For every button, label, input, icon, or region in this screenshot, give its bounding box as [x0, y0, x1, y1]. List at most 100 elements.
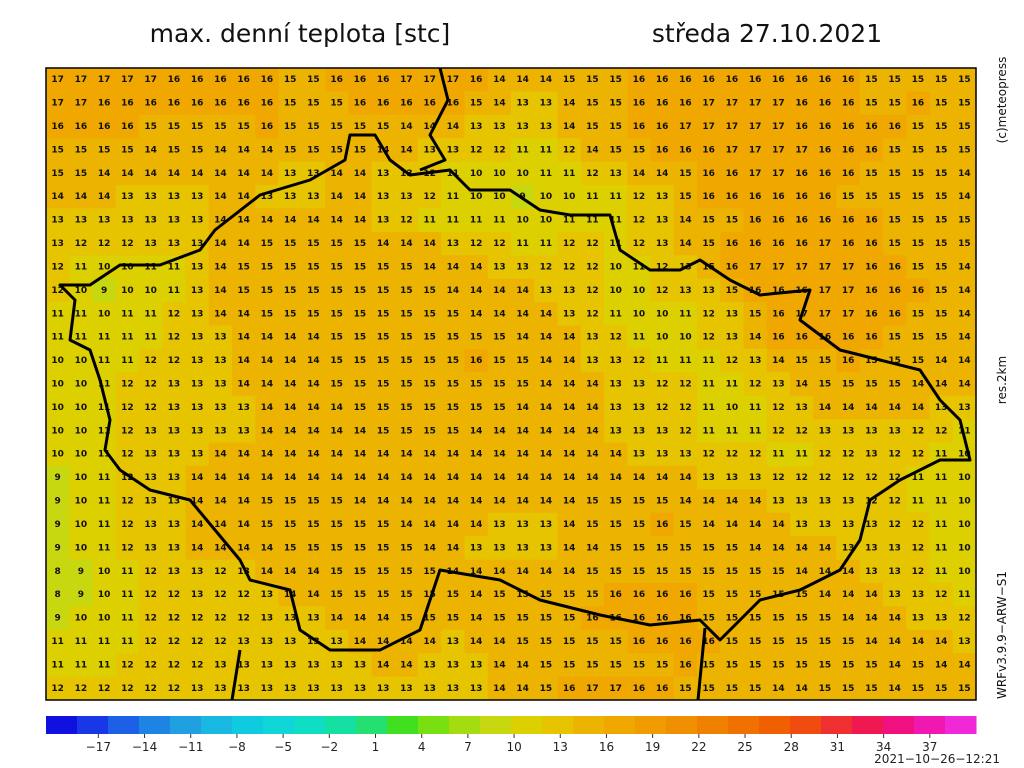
- cell-value: 12: [772, 403, 785, 413]
- cell-value: 15: [586, 660, 599, 670]
- cell-value: 13: [516, 122, 529, 132]
- cell-value: 11: [98, 497, 111, 507]
- cell: [557, 582, 582, 607]
- cell: [952, 325, 977, 350]
- cell-value: 12: [51, 286, 64, 296]
- cell: [790, 114, 814, 139]
- cell: [720, 348, 744, 373]
- cell-value: 14: [540, 567, 553, 577]
- cell: [580, 68, 605, 92]
- cell-value: 15: [330, 239, 343, 249]
- colorbar: −17 −14 −11 −8 −5 −2 1 4 7 10 13 16 19 22 25 28 31 34 37: [46, 716, 977, 754]
- cell-value: 15: [377, 403, 390, 413]
- cell: [883, 559, 907, 584]
- cell: [69, 512, 93, 537]
- cell-value: 15: [633, 660, 646, 670]
- cell: [464, 138, 489, 163]
- cell-value: 14: [447, 543, 460, 553]
- cell: [92, 536, 117, 561]
- cell: [836, 138, 861, 163]
- cell-value: 14: [261, 145, 274, 155]
- cell: [952, 606, 977, 631]
- cell: [325, 442, 349, 467]
- cell-value: 15: [749, 660, 762, 670]
- cell: [325, 372, 349, 397]
- cell: [627, 372, 651, 397]
- cell: [697, 559, 721, 584]
- cell-value: 15: [330, 145, 343, 155]
- country-border: [58, 133, 972, 652]
- cell-value: 12: [168, 333, 181, 343]
- cell-value: 14: [795, 684, 808, 694]
- cell: [883, 676, 907, 701]
- cell-value: 13: [144, 543, 157, 553]
- cell: [906, 489, 930, 514]
- cell-value: 11: [935, 450, 948, 460]
- cell-value: 12: [726, 450, 739, 460]
- cell-value: 15: [586, 122, 599, 132]
- cell: [813, 606, 837, 631]
- cell: [627, 302, 651, 326]
- cell-value: 15: [540, 614, 553, 624]
- cell: [255, 91, 279, 116]
- colorbar-tick-label: 22: [691, 740, 706, 754]
- cell-value: 13: [191, 590, 204, 600]
- cell: [185, 161, 210, 186]
- cell: [348, 231, 372, 256]
- cell: [836, 372, 861, 397]
- cell-value: 15: [447, 426, 460, 436]
- cell: [906, 442, 930, 467]
- cell-value: 15: [354, 239, 367, 249]
- cell-value: 11: [726, 380, 739, 390]
- cell-value: 12: [214, 590, 227, 600]
- cell: [743, 489, 768, 514]
- cell-value: 13: [307, 637, 320, 647]
- cell: [673, 114, 698, 139]
- cell: [185, 395, 210, 420]
- cell-value: 15: [423, 380, 436, 390]
- cell: [929, 676, 954, 701]
- cell-value: 13: [842, 543, 855, 553]
- cell-value: 14: [98, 169, 111, 179]
- cell: [952, 676, 977, 701]
- cell-value: 14: [842, 567, 855, 577]
- cell: [813, 629, 837, 654]
- cell-value: 12: [400, 216, 413, 226]
- cell: [580, 302, 605, 326]
- cell: [813, 395, 837, 420]
- cell-value: 17: [726, 145, 739, 155]
- cell-value: 11: [912, 473, 925, 483]
- cell-value: 14: [958, 169, 971, 179]
- cell-value: 14: [772, 356, 785, 366]
- cell: [162, 419, 186, 444]
- cell-value: 15: [377, 356, 390, 366]
- cell: [46, 653, 70, 678]
- cell: [208, 114, 233, 139]
- cell-value: 13: [633, 403, 646, 413]
- cell-value: 15: [749, 309, 762, 319]
- cell: [394, 559, 419, 584]
- cell-value: 13: [51, 216, 64, 226]
- cell: [952, 208, 977, 233]
- cell: [511, 559, 535, 584]
- cell: [627, 465, 651, 490]
- cell: [139, 629, 163, 654]
- cell-value: 15: [330, 286, 343, 296]
- colorbar-segment: [604, 716, 636, 734]
- cell: [929, 465, 954, 490]
- cell: [69, 629, 93, 654]
- cell-value: 15: [330, 520, 343, 530]
- cell: [139, 325, 163, 350]
- cell-value: 12: [144, 660, 157, 670]
- cell: [883, 348, 907, 373]
- colorbar-tick-label: 10: [506, 740, 521, 754]
- cell-value: 12: [144, 567, 157, 577]
- cell-value: 16: [888, 262, 901, 272]
- cell-value: 13: [423, 145, 436, 155]
- cell-value: 14: [865, 403, 878, 413]
- cell: [627, 419, 651, 444]
- cell-value: 11: [958, 426, 971, 436]
- cell-value: 13: [772, 497, 785, 507]
- cell-value: 13: [121, 192, 134, 202]
- cell-value: 14: [493, 473, 506, 483]
